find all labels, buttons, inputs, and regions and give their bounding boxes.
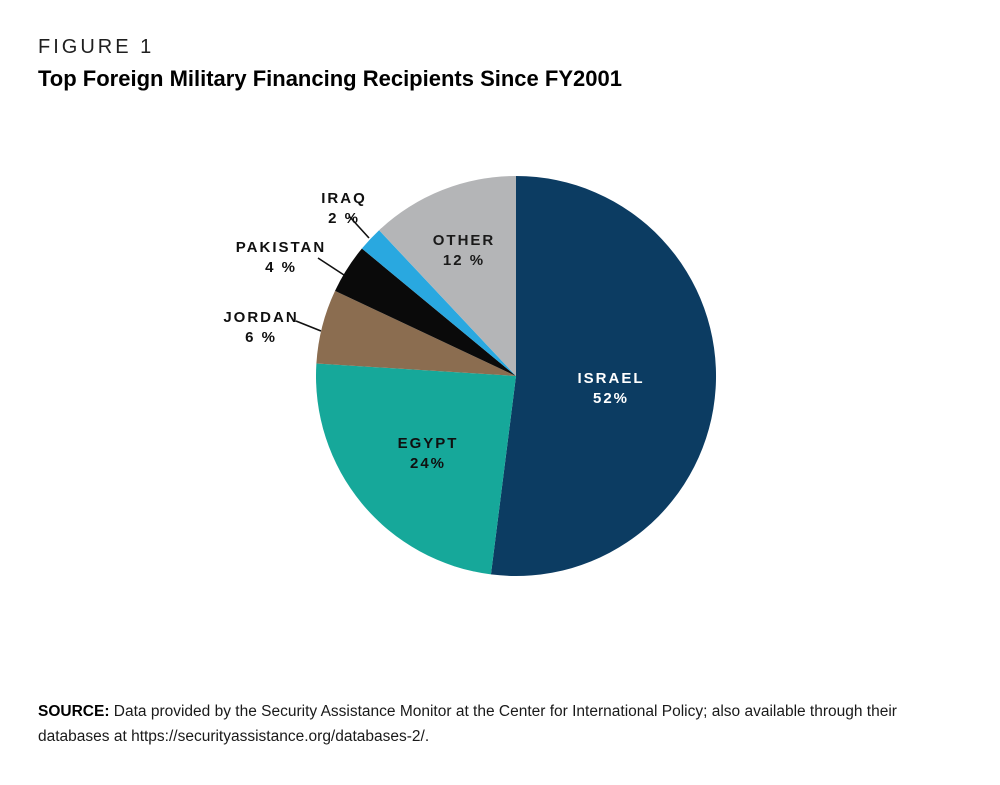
slice-percent-label-iraq: 2 % <box>328 210 360 227</box>
pie-slice-jordan <box>316 290 516 376</box>
source-text: Data provided by the Security Assistance… <box>38 703 897 745</box>
figure-number-label: FIGURE 1 <box>38 36 155 58</box>
slice-name-label-jordan: JORDAN <box>223 309 298 326</box>
pie-slice-pakistan <box>335 248 516 376</box>
pie-slice-israel <box>490 175 717 576</box>
leader-line-jordan <box>295 320 322 332</box>
slice-percent-label-pakistan: 4 % <box>265 259 297 276</box>
slice-percent-label-jordan: 6 % <box>245 329 277 346</box>
slice-percent-label-egypt: 24% <box>410 455 446 472</box>
pie-slice-other <box>379 176 516 376</box>
source-note: SOURCE: Data provided by the Security As… <box>38 700 938 750</box>
slice-name-label-israel: ISRAEL <box>577 370 644 387</box>
figure-title: Top Foreign Military Financing Recipient… <box>38 66 622 91</box>
slice-percent-label-other: 12 % <box>443 252 485 269</box>
slice-name-label-other: OTHER <box>433 232 496 249</box>
slice-percent-label-israel: 52% <box>593 390 629 407</box>
slice-name-label-pakistan: PAKISTAN <box>236 239 326 256</box>
pie-slice-iraq <box>361 230 516 376</box>
leader-line-pakistan <box>317 257 345 276</box>
slice-name-label-iraq: IRAQ <box>321 190 367 207</box>
leader-line-iraq <box>348 215 370 239</box>
figure-header: FIGURE 1 Top Foreign Military Financing … <box>38 36 622 91</box>
slice-name-label-egypt: EGYPT <box>398 435 459 452</box>
source-label: SOURCE: <box>38 703 110 720</box>
pie-slice-egypt <box>315 363 516 575</box>
